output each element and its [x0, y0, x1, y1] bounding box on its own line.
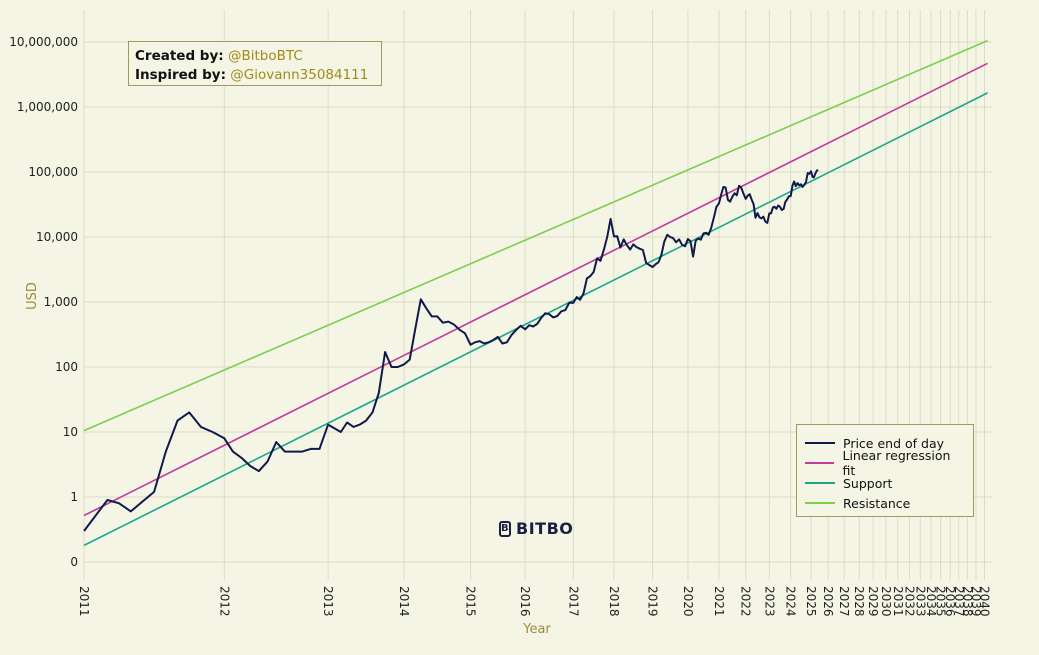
x-tick-label: 2022	[739, 586, 753, 617]
brand-watermark: B BITBO	[499, 519, 573, 538]
x-tick-label: 2014	[397, 586, 411, 617]
x-tick-label: 2034	[924, 586, 938, 617]
x-tick-label: 2032	[903, 586, 917, 617]
credit-created-line: Created by: @BitboBTC	[135, 47, 375, 66]
created-by-link[interactable]: @BitboBTC	[227, 48, 303, 64]
x-tick-label: 2015	[464, 586, 478, 617]
series-line-resistance	[83, 39, 988, 432]
legend-label-price: Price end of day	[843, 435, 945, 451]
x-tick-label: 2020	[681, 586, 695, 617]
y-tick-label: 10,000,000	[9, 35, 78, 49]
y-tick-label: 100,000	[28, 165, 78, 179]
y-axis: 0 1 10 100 1,000 10,000 100,000 1,000,000 10,000…	[9, 35, 78, 569]
x-tick-label: 2021	[712, 586, 726, 617]
y-tick-label: 10	[63, 425, 78, 439]
x-axis: 2011 2012 2013 2014 2015 2016 2017 2018 2019 2020…	[77, 586, 992, 617]
legend-swatch-price	[805, 442, 835, 444]
x-tick-label: 2017	[566, 586, 580, 617]
x-tick-label: 2037	[952, 586, 966, 617]
series-line-price-end-of-day	[83, 169, 819, 532]
x-tick-label: 2012	[217, 586, 231, 617]
legend-label-support: Support	[843, 475, 893, 491]
x-tick-label: 2039	[969, 586, 983, 617]
x-tick-label: 2036	[943, 586, 957, 617]
inspired-by-label: Inspired by:	[135, 67, 226, 83]
x-tick-label: 2018	[607, 586, 621, 617]
y-tick-label: 1,000	[44, 295, 78, 309]
y-tick-label: 100	[55, 360, 78, 374]
brand-name: BITBO	[516, 519, 574, 538]
y-tick-label: 1,000,000	[17, 100, 78, 114]
legend-item-support[interactable]: Support	[805, 473, 965, 493]
x-tick-label: 2016	[518, 586, 532, 617]
legend-label-resistance: Resistance	[843, 495, 911, 511]
x-tick-label: 2040	[978, 586, 992, 617]
x-tick-label: 2031	[891, 586, 905, 617]
x-tick-label: 2013	[321, 586, 335, 617]
credits-box: Created by: @BitboBTC Inspired by: @Giov…	[128, 41, 382, 86]
grid	[83, 10, 992, 580]
y-axis-label: USD	[25, 282, 40, 310]
created-by-label: Created by:	[135, 48, 224, 64]
x-tick-label: 2028	[852, 586, 866, 617]
credit-inspired-line: Inspired by: @Giovann35084111	[135, 66, 375, 85]
x-tick-label: 2025	[804, 586, 818, 617]
x-tick-label: 2029	[866, 586, 880, 617]
legend-item-resistance[interactable]: Resistance	[805, 493, 965, 513]
legend-swatch-regression	[805, 462, 835, 464]
x-tick-label: 2027	[837, 586, 851, 617]
x-tick-label: 2023	[762, 586, 776, 617]
y-tick-label: 1	[70, 490, 78, 504]
series-line-linear-regression-fit	[83, 62, 988, 517]
legend-label-regression: Linear regression fit	[842, 448, 951, 478]
x-tick-label: 2011	[77, 586, 91, 617]
x-tick-label: 2019	[646, 586, 660, 617]
x-axis-label: Year	[522, 622, 551, 637]
series-layer	[83, 39, 988, 547]
legend: Price end of day Linear regression fit S…	[796, 424, 974, 517]
legend-swatch-resistance	[805, 502, 835, 504]
legend-item-regression[interactable]: Linear regression fit	[805, 448, 965, 478]
x-tick-label: 2030	[879, 586, 893, 617]
y-tick-label: 10,000	[36, 230, 78, 244]
series-line-support	[83, 92, 988, 547]
x-tick-label: 2035	[934, 586, 948, 617]
y-tick-label: 0	[70, 555, 78, 569]
x-tick-label: 2024	[784, 586, 798, 617]
legend-item-price[interactable]: Price end of day	[805, 433, 965, 453]
x-tick-label: 2033	[913, 586, 927, 617]
bitbo-b-logo-icon: B	[499, 520, 511, 537]
inspired-by-link[interactable]: @Giovann35084111	[230, 67, 369, 83]
x-tick-label: 2026	[821, 586, 835, 617]
x-tick-label: 2038	[960, 586, 974, 617]
legend-swatch-support	[805, 482, 835, 484]
